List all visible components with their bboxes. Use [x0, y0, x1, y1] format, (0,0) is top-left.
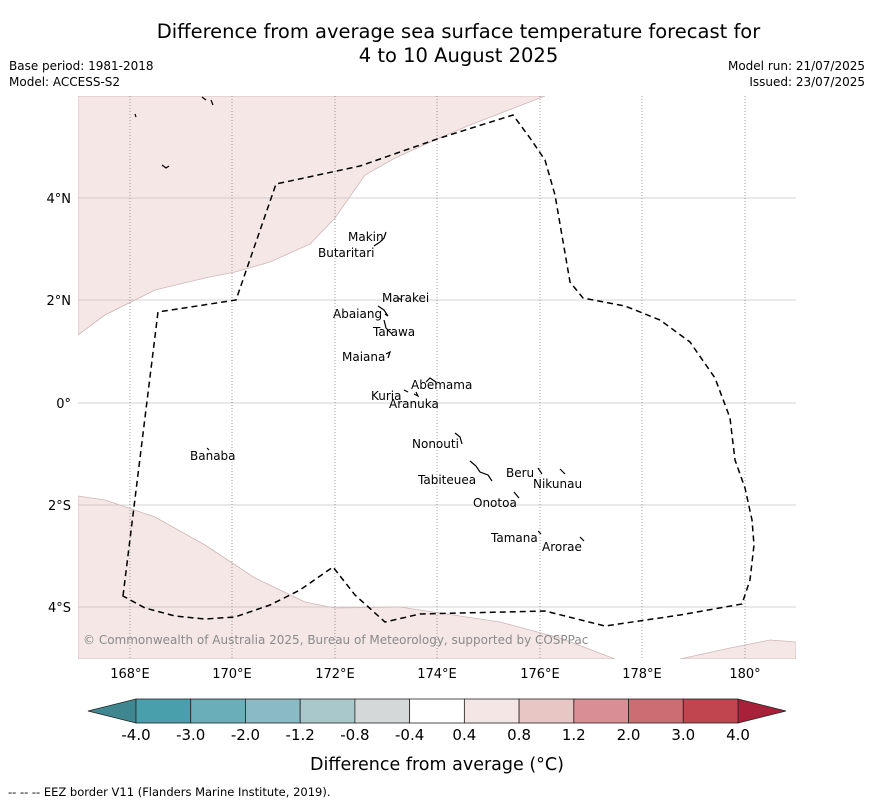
colorbar-tick-label: -0.8	[340, 726, 369, 744]
meta-right: Model run: 21/07/2025 Issued: 23/07/2025	[728, 58, 865, 90]
lat-tick-2n: 2°N	[47, 294, 72, 309]
island-abemama	[425, 377, 437, 383]
colorbar-segment	[245, 698, 301, 724]
colorbar-segment	[518, 698, 575, 724]
colorbar-tick-label: -1.2	[286, 726, 315, 744]
meta-left: Base period: 1981-2018 Model: ACCESS-S2	[9, 58, 154, 90]
colorbar-segment	[299, 698, 356, 724]
colorbar-segment	[190, 698, 246, 724]
eez-footnote: -- -- -- EEZ border V11 (Flanders Marine…	[8, 785, 331, 799]
label-nonouti: Nonouti	[412, 437, 459, 451]
model-name: Model: ACCESS-S2	[9, 75, 121, 89]
eez-border	[122, 114, 755, 627]
label-nikunau: Nikunau	[533, 477, 582, 491]
issued-date: Issued: 23/07/2025	[749, 75, 865, 89]
island-marakei	[397, 297, 403, 301]
label-beru: Beru	[506, 466, 534, 480]
colorbar-tick-label: 0.4	[452, 726, 476, 744]
label-abaiang: Abaiang	[333, 307, 382, 321]
copyright-notice: © Commonwealth of Australia 2025, Bureau…	[83, 633, 588, 647]
colorbar-under-arrow	[87, 698, 137, 724]
colorbar-tick-label: 3.0	[671, 726, 695, 744]
island-north-2	[161, 164, 170, 169]
island-onotoa	[513, 491, 520, 499]
label-kuria: Kuria	[371, 389, 402, 403]
island-arorae	[579, 536, 585, 542]
lon-tick-170e: 170°E	[212, 667, 252, 682]
model-run: Model run: 21/07/2025	[727, 59, 865, 73]
longitude-tick-labels: 168°E 170°E 172°E 174°E 176°E 178°E 180°	[110, 667, 760, 682]
island-north-3	[201, 96, 214, 106]
anomaly-region-southeast	[679, 639, 796, 659]
island-kuria	[403, 389, 409, 393]
island-nonouti	[454, 432, 463, 445]
colorbar-tick-label: 4.0	[726, 726, 750, 744]
lat-tick-0: 0°	[56, 397, 71, 412]
island-tarawa	[383, 319, 393, 335]
colorbar-tick-label: 0.8	[507, 726, 531, 744]
map-title: Difference from average sea surface temp…	[0, 20, 873, 68]
lon-tick-178e: 178°E	[622, 667, 662, 682]
lon-tick-174e: 174°E	[417, 667, 457, 682]
longitude-gridlines	[129, 96, 746, 659]
lat-tick-2s: 2°S	[48, 499, 71, 514]
label-tarawa: Tarawa	[372, 325, 415, 339]
label-banaba: Banaba	[190, 449, 236, 463]
island-north-1	[134, 113, 137, 118]
label-tamana: Tamana	[490, 531, 538, 545]
label-butaritari: Butaritari	[318, 246, 375, 260]
island-beru	[537, 467, 543, 475]
lon-tick-180: 180°	[729, 667, 760, 682]
colorbar-segment	[409, 698, 465, 724]
island-banaba	[206, 447, 210, 451]
map-figure: Makin Butaritari Marakei Abaiang Tarawa …	[47, 96, 796, 775]
colorbar-over-arrow	[737, 698, 787, 724]
colorbar: -4.0 -3.0 -2.0 -1.2 -0.8 -0.4 0.4 0.8 1.2 2.0 3.0 4…	[87, 698, 787, 775]
colorbar-tick-label: 1.2	[562, 726, 586, 744]
label-aranuka: Aranuka	[389, 397, 439, 411]
title-line-1: Difference from average sea surface temp…	[156, 20, 761, 43]
islands	[134, 96, 585, 542]
lon-tick-176e: 176°E	[520, 667, 560, 682]
title-line-2: 4 to 10 August 2025	[358, 44, 559, 67]
colorbar-segment	[573, 698, 629, 724]
island-abaiang	[377, 305, 389, 317]
colorbar-tick-label: -0.4	[395, 726, 424, 744]
latitude-tick-labels: 4°N 2°N 0° 2°S 4°S	[47, 192, 72, 616]
island-tamana	[537, 530, 542, 535]
lon-tick-168e: 168°E	[110, 667, 150, 682]
island-tabiteuea	[469, 460, 493, 482]
lon-tick-172e: 172°E	[315, 667, 355, 682]
label-onotoa: Onotoa	[473, 496, 517, 510]
map-plot-area: Makin Butaritari Marakei Abaiang Tarawa …	[78, 96, 796, 659]
colorbar-tick-label: -2.0	[231, 726, 260, 744]
colorbar-tick-label: -3.0	[176, 726, 205, 744]
label-maiana: Maiana	[342, 350, 385, 364]
island-makin-butaritari	[373, 231, 387, 247]
island-nikunau	[559, 468, 566, 475]
colorbar-segment	[354, 698, 411, 724]
anomaly-region-north	[78, 96, 546, 336]
lat-tick-4n: 4°N	[47, 192, 72, 207]
base-period: Base period: 1981-2018	[9, 59, 154, 73]
label-arorae: Arorae	[542, 540, 582, 554]
label-marakei: Marakei	[382, 291, 429, 305]
colorbar-label: Difference from average (°C)	[310, 755, 564, 775]
label-abemama: Abemama	[411, 378, 472, 392]
colorbar-segment	[463, 698, 520, 724]
label-tabiteuea: Tabiteuea	[417, 473, 476, 487]
colorbar-tick-label: -4.0	[121, 726, 150, 744]
colorbar-tick-label: 2.0	[617, 726, 641, 744]
label-makin: Makin	[348, 230, 384, 244]
colorbar-segment	[135, 698, 192, 724]
colorbar-segment	[682, 698, 739, 724]
island-aranuka	[413, 391, 420, 398]
island-maiana	[385, 350, 392, 359]
colorbar-segment	[628, 698, 684, 724]
lat-tick-4s: 4°S	[48, 601, 71, 616]
